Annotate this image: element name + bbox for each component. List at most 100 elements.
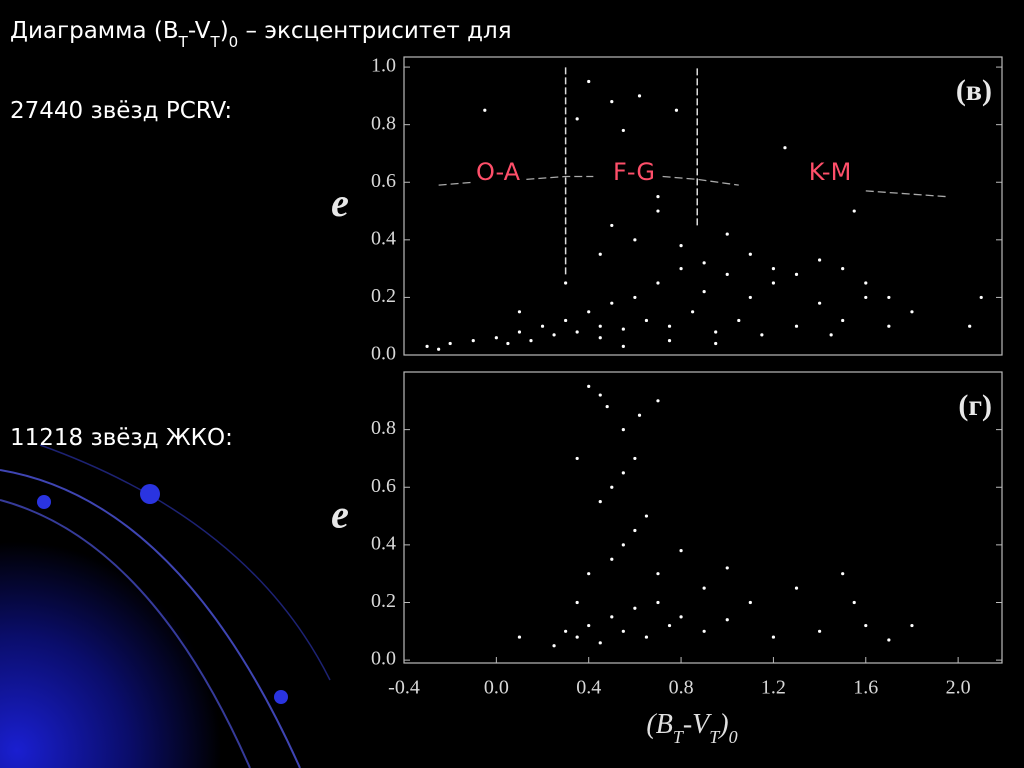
star-point xyxy=(702,586,706,590)
y-axis-label: e xyxy=(331,180,349,225)
sample-label: 27440 звёзд PCRV: xyxy=(10,98,232,124)
star-point xyxy=(610,301,614,305)
star-point xyxy=(425,344,429,348)
y-tick-label: 0.2 xyxy=(371,590,396,612)
star-point xyxy=(610,615,614,619)
star-point xyxy=(621,128,625,133)
star-point xyxy=(610,485,614,489)
star-point xyxy=(852,600,856,605)
star-point xyxy=(448,341,452,346)
text-part: Диаграмма (B xyxy=(10,18,179,44)
region-label: K-M xyxy=(809,158,852,186)
star-point xyxy=(552,644,556,648)
star-point xyxy=(679,267,683,271)
star-point xyxy=(737,318,741,323)
sample-label: 11218 звёзд ЖКО: xyxy=(10,425,233,451)
star-point xyxy=(587,79,591,84)
star-point xyxy=(702,629,706,633)
star-point xyxy=(621,344,625,348)
text-part: ) xyxy=(717,709,728,740)
star-point xyxy=(644,635,649,639)
star-point xyxy=(656,399,660,403)
star-point xyxy=(679,615,683,619)
panel-label: (в) xyxy=(956,74,992,107)
star-point xyxy=(633,606,637,610)
star-point xyxy=(598,393,602,397)
text-part: – эксцентриситет для xyxy=(238,18,511,44)
star-point xyxy=(817,301,822,305)
star-point xyxy=(702,290,706,294)
star-point xyxy=(887,638,891,642)
y-tick-label: 0.0 xyxy=(371,648,396,670)
star-point xyxy=(529,339,533,343)
star-point xyxy=(621,471,625,475)
star-point xyxy=(691,310,695,314)
star-point xyxy=(564,629,568,633)
text-part: -V xyxy=(683,709,712,740)
decor-curve xyxy=(0,469,301,768)
star-point xyxy=(794,272,799,276)
star-point xyxy=(483,108,487,112)
star-point xyxy=(714,330,718,334)
star-point xyxy=(575,635,579,639)
star-point xyxy=(674,108,679,112)
star-point xyxy=(644,514,649,518)
star-point xyxy=(667,339,672,343)
star-point xyxy=(575,117,579,121)
plot-frame xyxy=(403,371,1003,664)
x-tick-label: 1.6 xyxy=(853,677,878,699)
y-tick-label: 0.8 xyxy=(371,417,396,439)
decor-dot xyxy=(274,690,288,704)
star-point xyxy=(817,258,822,262)
star-point xyxy=(598,336,602,340)
star-point xyxy=(783,146,787,150)
star-point xyxy=(841,318,845,323)
star-point xyxy=(633,456,637,461)
x-tick-label: 1.2 xyxy=(761,677,786,699)
x-tick-label: 0.4 xyxy=(576,677,601,699)
text-part: ) xyxy=(220,18,229,44)
decor-curve xyxy=(39,444,331,681)
decor-glow xyxy=(0,420,340,768)
region-label: F-G xyxy=(613,158,655,186)
star-point xyxy=(587,310,591,314)
x-axis-label: (BT-VT)0 xyxy=(646,709,737,747)
trend-line xyxy=(526,175,594,181)
star-point xyxy=(679,549,683,553)
star-point xyxy=(633,238,637,242)
text-part: (B xyxy=(646,709,672,740)
star-point xyxy=(852,209,856,213)
star-point xyxy=(841,267,845,271)
star-point xyxy=(748,252,752,256)
star-point xyxy=(564,281,568,285)
trend-line xyxy=(438,181,474,186)
star-point xyxy=(817,629,822,633)
star-point xyxy=(621,327,625,331)
star-point xyxy=(714,341,718,346)
star-point xyxy=(910,310,914,314)
y-tick-label: 0.4 xyxy=(371,227,396,249)
star-point xyxy=(771,267,776,271)
slide-title: Диаграмма (BT-VT)0 – эксцентриситет для xyxy=(10,18,512,51)
x-tick-label: 0.0 xyxy=(484,677,509,699)
star-point xyxy=(587,384,591,389)
star-point xyxy=(633,528,637,533)
star-point xyxy=(910,623,914,628)
x-tick-label: 0.8 xyxy=(669,677,694,699)
star-point xyxy=(610,223,614,228)
x-tick-label: 2.0 xyxy=(946,677,971,699)
y-axis-label: e xyxy=(331,492,349,537)
plot-frame xyxy=(403,56,1003,356)
star-point xyxy=(725,232,729,236)
star-point xyxy=(598,252,602,256)
star-point xyxy=(760,333,764,337)
decor-curve xyxy=(0,499,251,768)
star-point xyxy=(598,500,602,504)
star-point xyxy=(575,600,579,605)
trend-line xyxy=(865,190,947,198)
star-point xyxy=(517,310,522,314)
star-point xyxy=(771,635,776,639)
star-point xyxy=(829,333,833,337)
